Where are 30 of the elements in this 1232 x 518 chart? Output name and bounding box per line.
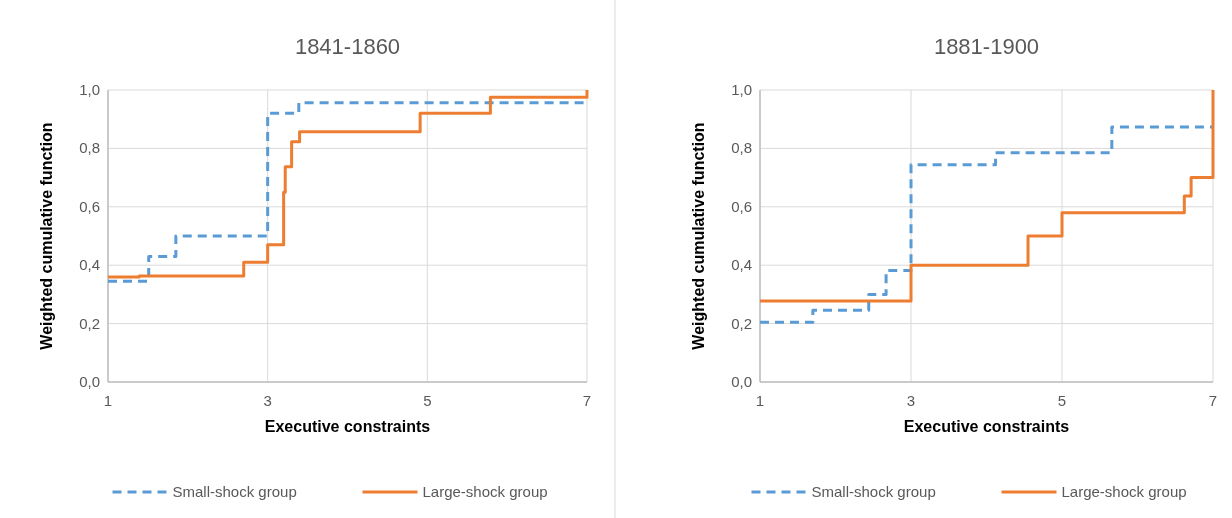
legend-label: Small-shock group — [172, 483, 297, 500]
chart-title: 1881-1900 — [933, 34, 1040, 59]
x-tick-label: 5 — [423, 392, 432, 409]
y-tick-label: 0,6 — [79, 197, 100, 215]
x-axis-title: Executive constraints — [264, 418, 431, 435]
y-tick-label: 0,8 — [79, 139, 100, 157]
y-tick-label: 0,2 — [731, 314, 752, 332]
x-tick-label: 3 — [906, 392, 916, 409]
x-axis-title: Executive constraints — [903, 418, 1070, 435]
y-tick-label: 1,0 — [79, 81, 100, 98]
y-tick-label: 0,4 — [731, 256, 752, 274]
x-tick-label: 5 — [1057, 392, 1067, 409]
y-axis-title: Weighted cumulative function — [690, 122, 707, 350]
y-tick-label: 0,4 — [79, 256, 100, 274]
legend-label: Large-shock group — [422, 483, 548, 500]
legend-label: Small-shock group — [811, 483, 936, 500]
x-tick-label: 7 — [582, 392, 592, 409]
legend-label: Large-shock group — [1061, 483, 1187, 500]
x-tick-label: 1 — [103, 392, 113, 409]
y-tick-label: 0,2 — [79, 314, 100, 332]
x-tick-label: 3 — [263, 392, 272, 409]
x-tick-label: 1 — [755, 392, 765, 409]
y-tick-label: 1,0 — [731, 81, 752, 98]
y-axis-title: Weighted cumulative function — [38, 122, 55, 350]
x-tick-label: 7 — [1208, 392, 1218, 409]
y-tick-label: 0,0 — [731, 373, 752, 390]
y-tick-label: 0,8 — [731, 139, 752, 157]
y-tick-label: 0,0 — [79, 373, 100, 390]
y-tick-label: 0,6 — [731, 197, 752, 215]
chart-title: 1841-1860 — [294, 34, 401, 59]
